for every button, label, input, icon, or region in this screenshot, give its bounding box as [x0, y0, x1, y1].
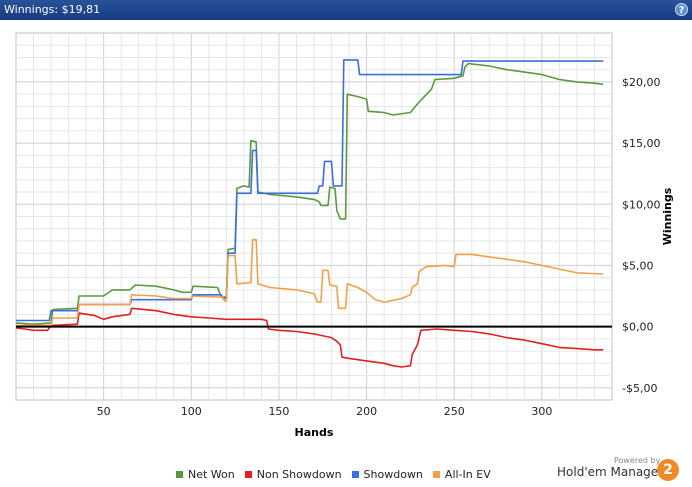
x-tick-labels: 50 100 150 200 250 300: [97, 405, 553, 418]
legend-swatch: [432, 470, 440, 478]
legend-swatch: [244, 470, 252, 478]
powered-by-label: Powered by: [614, 456, 661, 465]
series-lines: [15, 59, 612, 368]
x-tick-label: 300: [531, 405, 552, 418]
hem2-logo-icon: 2: [657, 459, 679, 481]
y-tick-label: -$5,00: [622, 382, 657, 395]
series-line-non-showdown: [15, 307, 604, 368]
y-tick-label: $20,00: [622, 76, 661, 89]
y-tick-label: $0,00: [622, 321, 654, 334]
title-bar: Winnings: $19,81 ?: [0, 0, 692, 20]
legend-label: Net Won: [188, 467, 235, 481]
series-line-net-won: [15, 62, 604, 325]
legend-label: Non Showdown: [256, 467, 342, 481]
y-tick-labels: -$5,00 $0,00 $5,00 $10,00 $15,00 $20,00: [622, 76, 661, 395]
legend-item-non-showdown[interactable]: Non Showdown: [244, 466, 342, 482]
y-tick-label: $15,00: [622, 137, 661, 150]
x-tick-label: 250: [444, 405, 465, 418]
legend: Net Won Non Showdown Showdown All-In EV: [176, 466, 501, 482]
help-icon[interactable]: ?: [675, 3, 688, 16]
y-tick-label: $5,00: [622, 259, 654, 272]
legend-swatch: [176, 470, 183, 478]
legend-label: Showdown: [363, 467, 423, 481]
y-axis-title: Winnings: [661, 187, 674, 245]
x-axis-title: Hands: [295, 426, 334, 439]
product-name: Hold'em Manager: [557, 465, 664, 479]
series-line-all-in-ev: [16, 238, 604, 327]
winnings-title: Winnings: $19,81: [4, 3, 101, 16]
x-tick-label: 100: [181, 405, 202, 418]
x-tick-label: 50: [97, 405, 111, 418]
legend-swatch: [351, 470, 359, 478]
x-tick-label: 150: [268, 405, 289, 418]
legend-item-all-in-ev[interactable]: All-In EV: [432, 466, 491, 482]
legend-label: All-In EV: [444, 467, 491, 481]
legend-item-showdown[interactable]: Showdown: [351, 466, 423, 482]
x-tick-label: 200: [356, 405, 377, 418]
y-tick-label: $10,00: [622, 198, 661, 211]
grid-lines: [15, 32, 613, 401]
winnings-chart: -$5,00 $0,00 $5,00 $10,00 $15,00 $20,00 50 100…: [15, 32, 674, 439]
legend-item-net-won[interactable]: Net Won: [176, 466, 235, 482]
